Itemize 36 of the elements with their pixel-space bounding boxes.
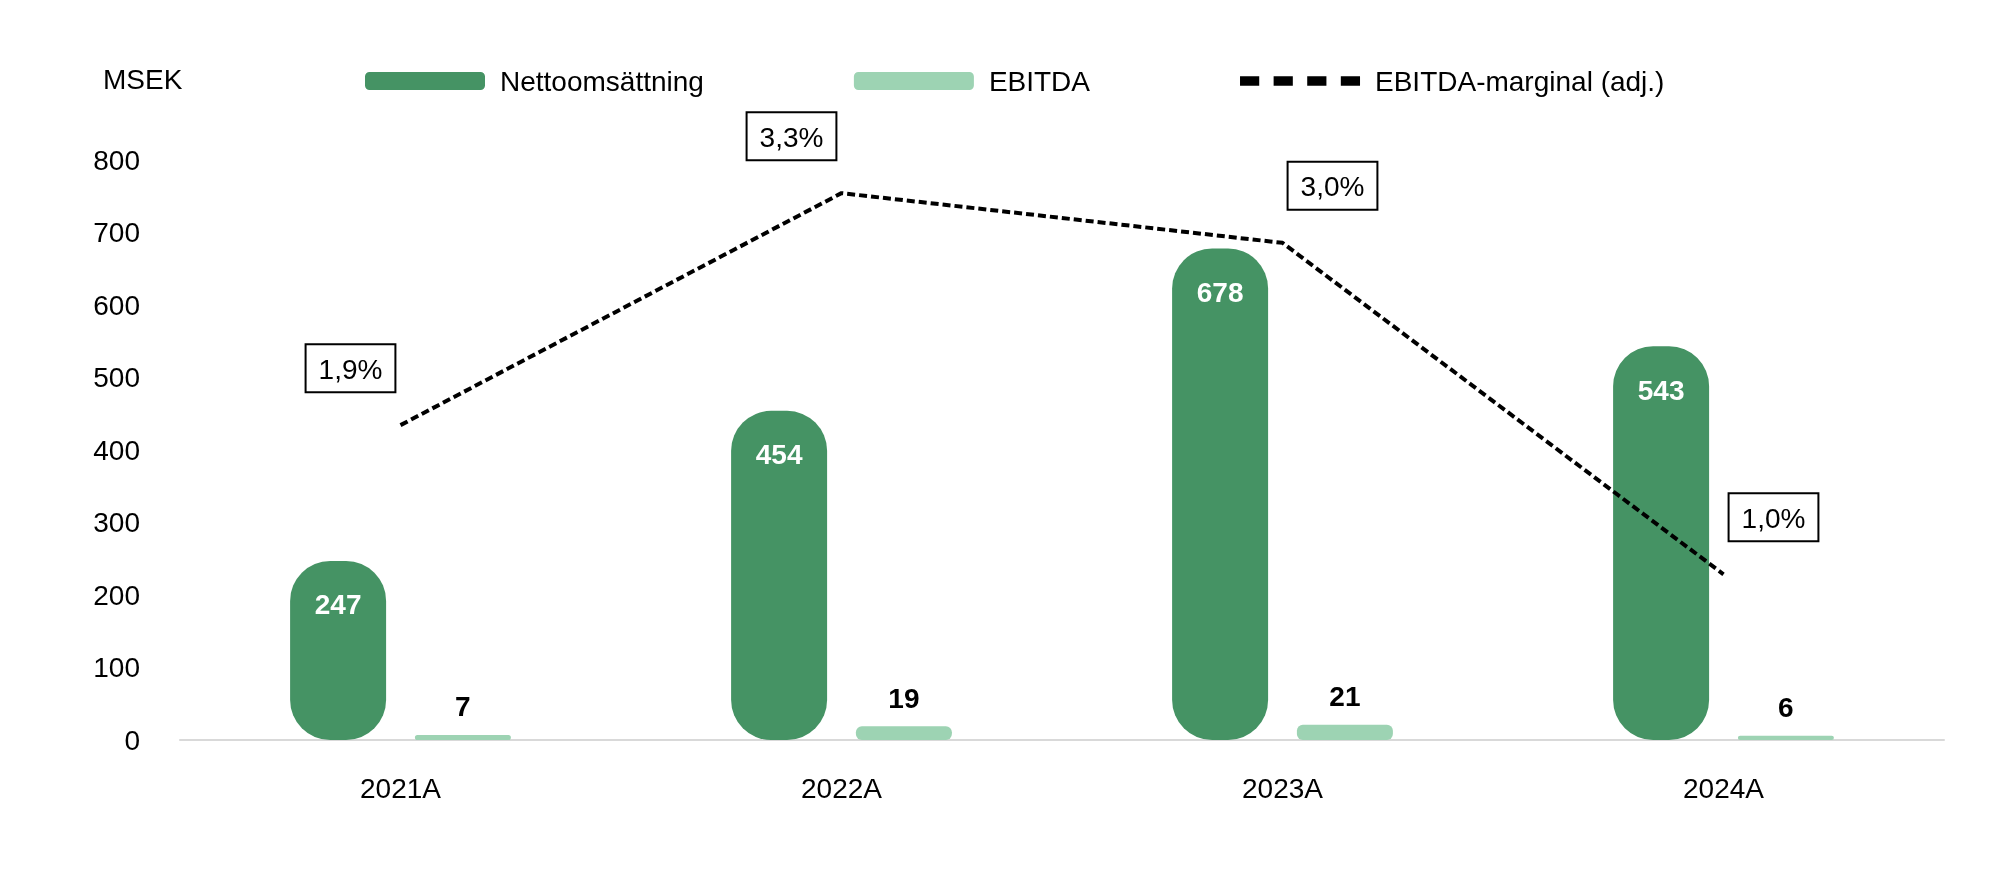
y-tick-label: 700: [93, 217, 140, 248]
y-axis-title: MSEK: [103, 63, 183, 95]
x-tick-label: 2021A: [360, 772, 442, 804]
data-label: 543: [1637, 374, 1685, 406]
data-label: 678: [1196, 276, 1244, 308]
data-label: 21: [1329, 681, 1361, 713]
x-tick-label: 2022A: [801, 772, 883, 804]
bar: [1172, 248, 1269, 740]
data-label: 247: [314, 589, 362, 621]
data-label: 7: [455, 691, 471, 723]
x-tick-label: 2023A: [1242, 772, 1324, 804]
data-label: 6: [1778, 692, 1794, 724]
y-tick-label: 600: [93, 289, 140, 321]
bar: [731, 410, 828, 740]
y-tick-label: 800: [93, 144, 140, 176]
legend-label: EBITDA-marginal (adj.): [1375, 65, 1665, 97]
bar: [855, 726, 952, 740]
data-label: 1,0%: [1741, 502, 1806, 534]
y-tick-label: 0: [124, 724, 140, 756]
data-label: 3,0%: [1300, 171, 1365, 203]
y-tick-label: 200: [93, 579, 140, 611]
y-tick-label: 300: [93, 507, 140, 538]
y-tick-label: 500: [93, 362, 140, 393]
y-tick-label: 400: [93, 434, 140, 466]
legend-label: Nettoomsättning: [500, 65, 704, 97]
data-label: 454: [755, 439, 803, 471]
legend-label: EBITDA: [988, 65, 1091, 97]
bar: [1296, 724, 1393, 740]
x-tick-label: 2024A: [1683, 772, 1765, 804]
bar: [1613, 346, 1710, 740]
data-label: 19: [888, 682, 920, 714]
bar: [1737, 735, 1834, 740]
y-tick-label: 100: [93, 652, 140, 683]
data-label: 3,3%: [759, 121, 824, 153]
data-label: 1,9%: [318, 353, 383, 385]
bar: [414, 734, 511, 740]
